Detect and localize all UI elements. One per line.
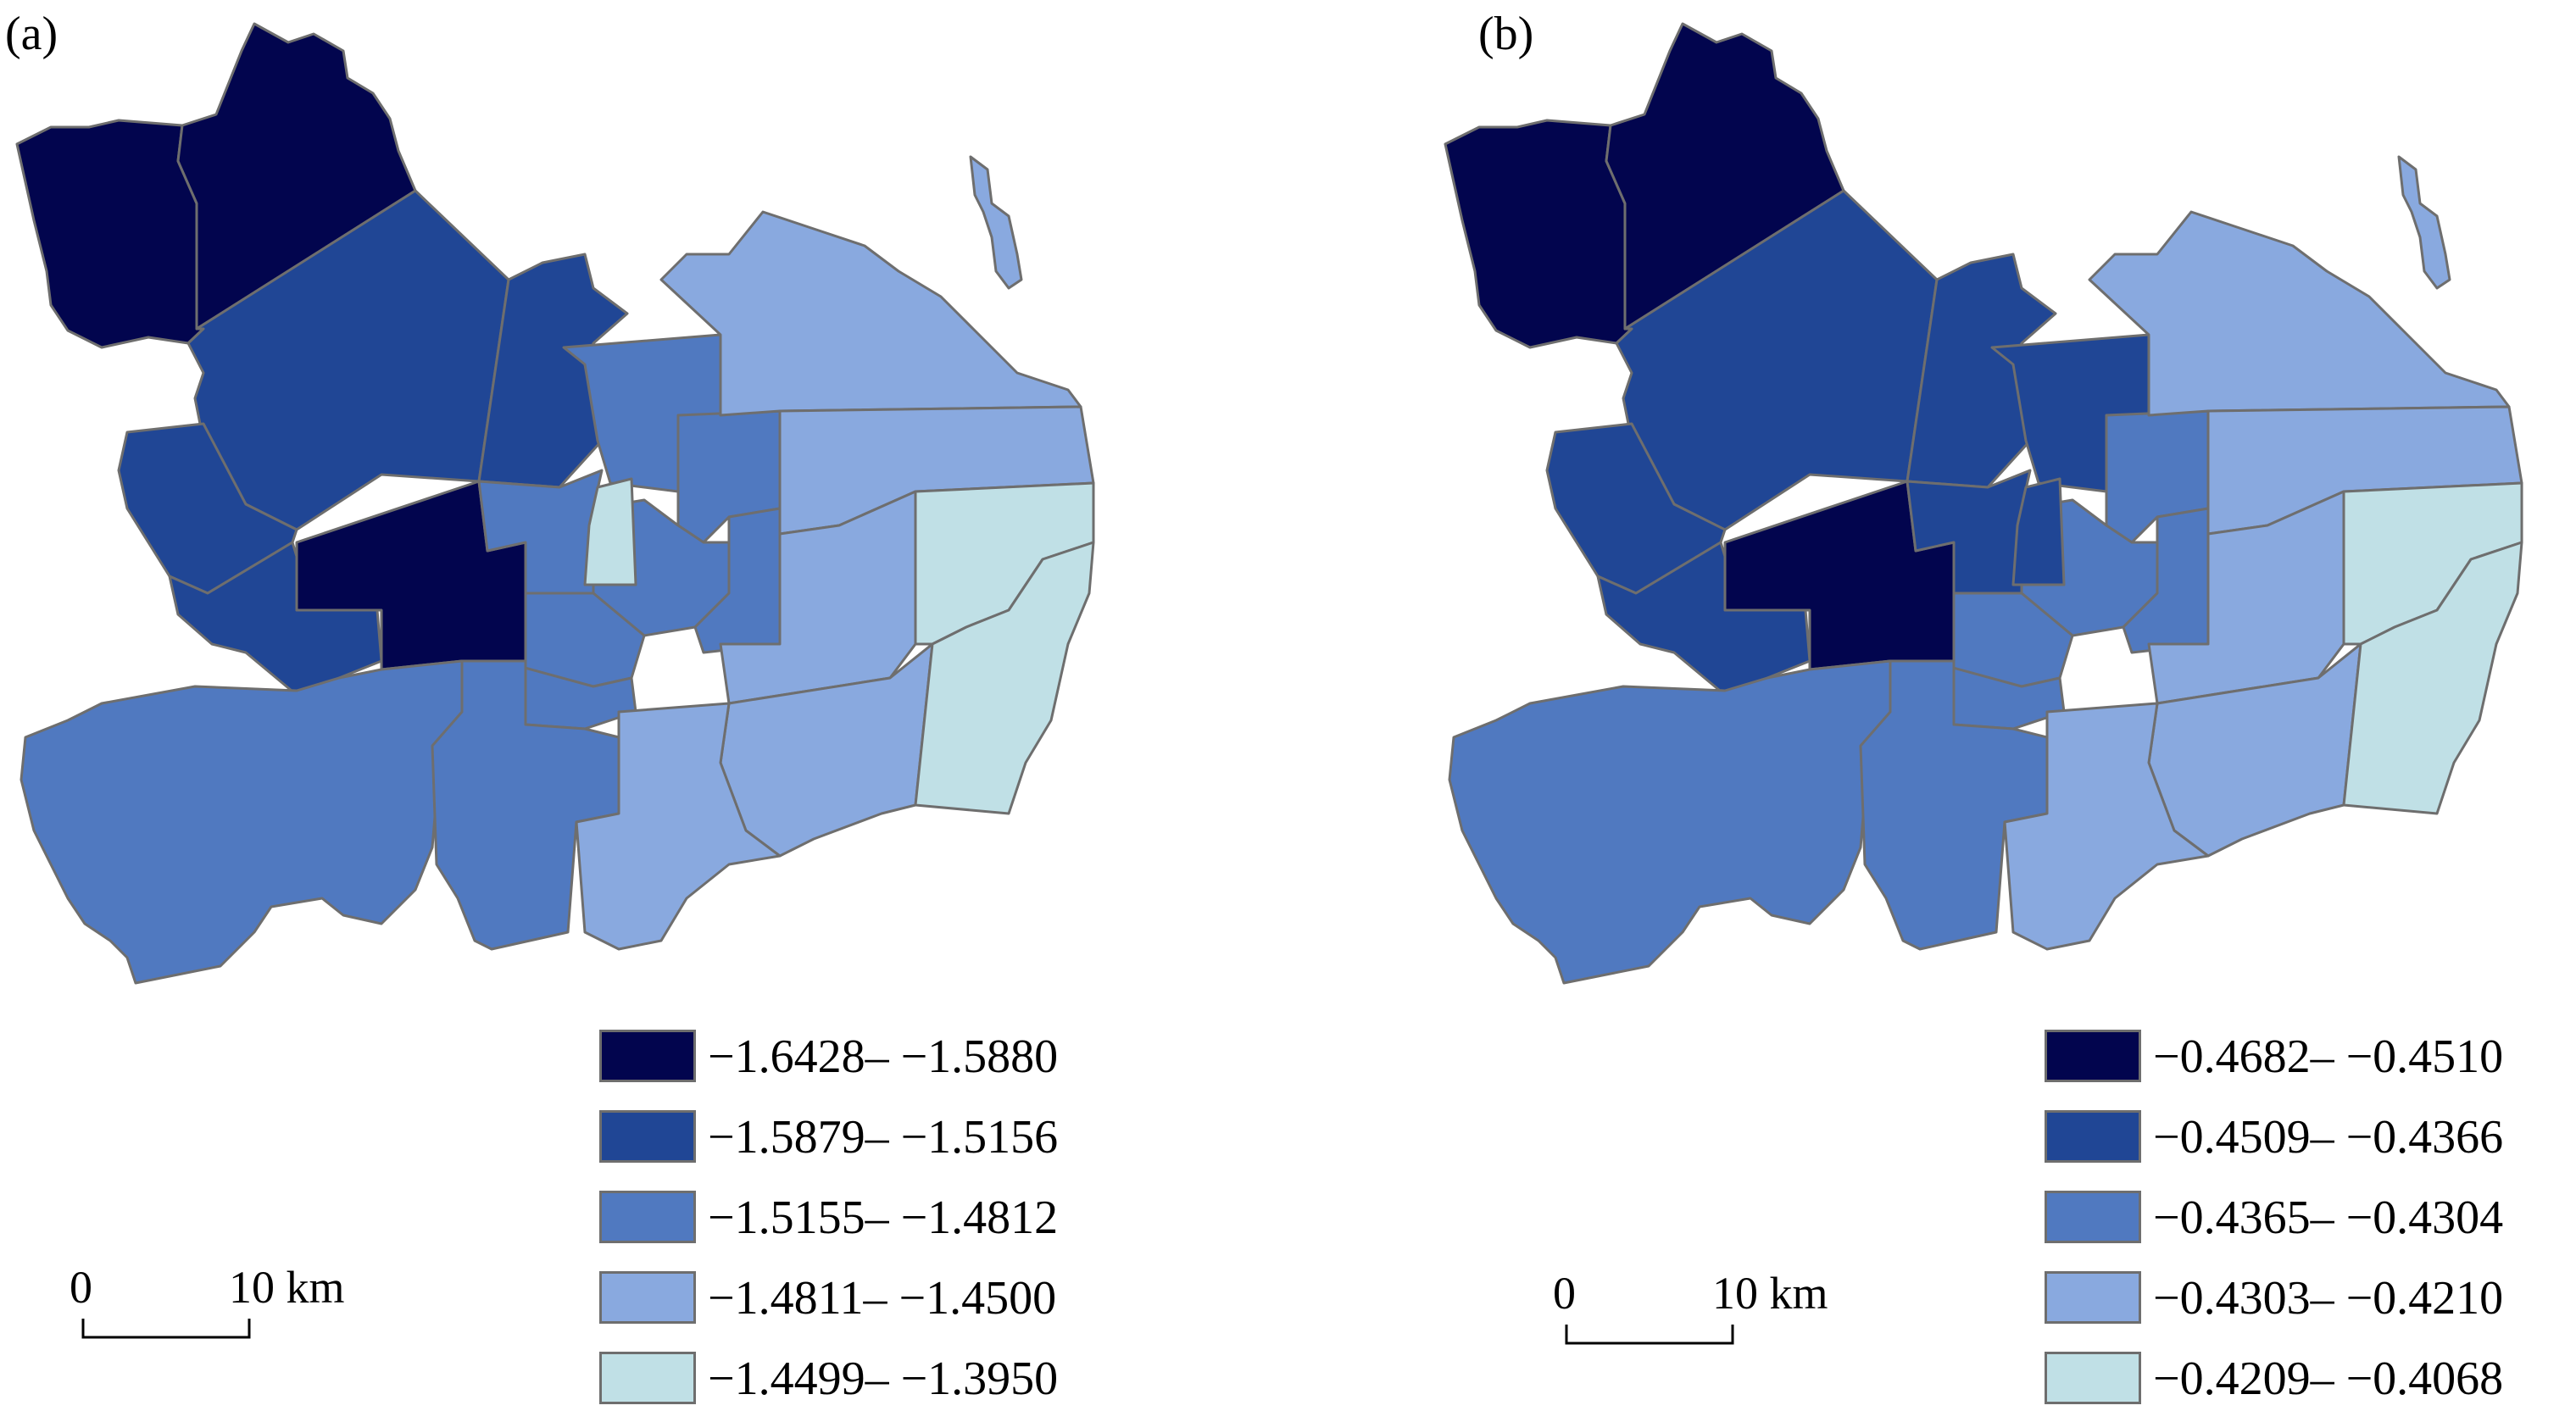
legend-label: −0.4509– −0.4366 <box>2153 1111 2504 1164</box>
legend-swatch <box>2045 1030 2141 1082</box>
legend-swatch <box>2045 1271 2141 1324</box>
legend-label: −0.4365– −0.4304 <box>2153 1192 2504 1244</box>
legend-swatch <box>2045 1352 2141 1404</box>
legend: −0.4682– −0.4510 −0.4509– −0.4366 −0.436… <box>2045 1030 2570 1405</box>
legend-swatch <box>599 1271 696 1324</box>
legend-swatch <box>599 1352 696 1404</box>
scale-bar-line <box>81 1319 251 1339</box>
legend-label: −1.4811– −1.4500 <box>708 1272 1057 1325</box>
scale-bar: 0 10 km <box>1553 1267 1875 1360</box>
district-south-centre <box>431 659 620 951</box>
district-south-centre <box>1859 659 2049 951</box>
district-sw-large <box>1448 659 1892 985</box>
district-nw-west <box>15 119 205 349</box>
choropleth-map <box>1444 22 2523 985</box>
scale-end-label: 10 km <box>1712 1268 1828 1319</box>
choropleth-map <box>15 22 1095 985</box>
legend-swatch <box>2045 1110 2141 1163</box>
scale-bar-line <box>1565 1325 1734 1345</box>
scale-bar: 0 10 km <box>70 1261 392 1354</box>
panel-label: (a) <box>5 8 58 60</box>
legend-label: −1.4499– −1.3950 <box>708 1353 1059 1405</box>
district-central-light <box>2011 477 2066 586</box>
scale-start-label: 0 <box>1553 1268 1576 1319</box>
legend-swatch <box>599 1110 696 1163</box>
legend-label: −0.4209– −0.4068 <box>2153 1353 2504 1405</box>
legend: −1.6428– −1.5880 −1.5879– −1.5156 −1.515… <box>599 1030 1210 1405</box>
scale-start-label: 0 <box>70 1262 92 1313</box>
district-far-east-south <box>914 541 1095 815</box>
scale-end-label: 10 km <box>229 1262 345 1313</box>
district-sw-large <box>19 659 464 985</box>
district-island <box>969 155 1023 290</box>
legend-swatch <box>2045 1191 2141 1243</box>
map-panel-b: (b) <box>1434 0 2576 1408</box>
district-south-light <box>575 702 782 951</box>
legend-label: −0.4303– −0.4210 <box>2153 1272 2504 1325</box>
panel-label: (b) <box>1478 8 1534 60</box>
legend-swatch <box>599 1191 696 1243</box>
legend-label: −1.5155– −1.4812 <box>708 1192 1059 1244</box>
district-island <box>2397 155 2451 290</box>
district-nw-east <box>176 22 417 331</box>
legend-label: −1.5879– −1.5156 <box>708 1111 1059 1164</box>
district-ne-large <box>2088 210 2511 417</box>
district-nw-west <box>1444 119 1633 349</box>
map-panel-a: (a) −1. <box>0 0 1288 1408</box>
legend-label: −0.4682– −0.4510 <box>2153 1030 2504 1083</box>
district-ne-large <box>659 210 1082 417</box>
district-south-light <box>2003 702 2210 951</box>
district-nw-east <box>1605 22 1845 331</box>
district-far-east-south <box>2342 541 2523 815</box>
legend-label: −1.6428– −1.5880 <box>708 1030 1059 1083</box>
legend-swatch <box>599 1030 696 1082</box>
district-central-light <box>583 477 637 586</box>
